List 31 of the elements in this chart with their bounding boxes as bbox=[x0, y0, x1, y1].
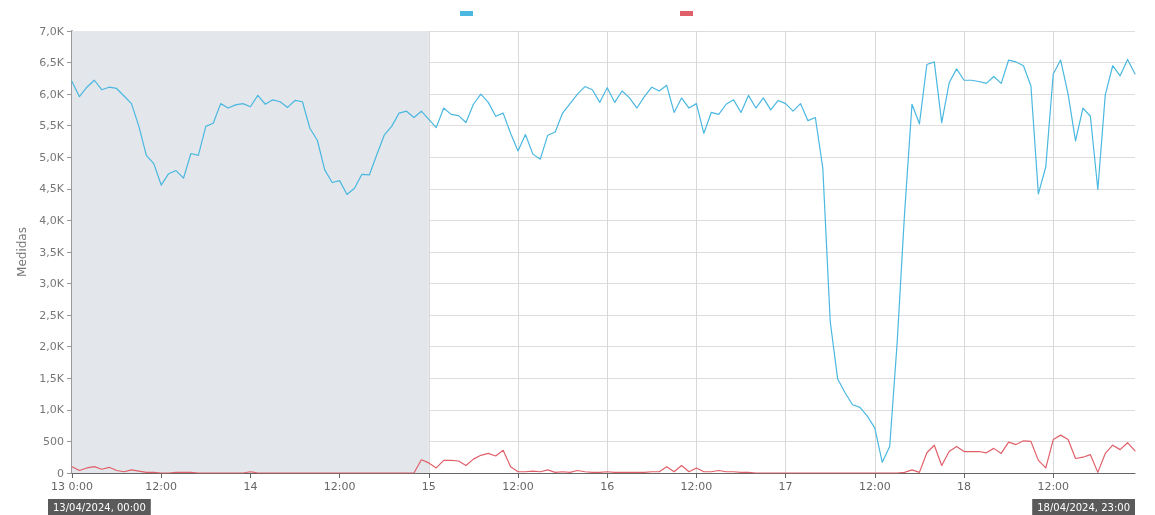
y-tick-label: 1,5K bbox=[39, 371, 65, 385]
y-tick-label: 6,0K bbox=[39, 87, 65, 101]
x-tick-label: 16 bbox=[600, 480, 615, 493]
y-axis-title: Medidas bbox=[15, 227, 29, 277]
y-tick-label: 2,0K bbox=[39, 340, 65, 354]
line-series bbox=[71, 58, 1136, 463]
y-tick-label: 1,0K bbox=[39, 403, 65, 417]
y-tick-label: 5,5K bbox=[39, 119, 65, 133]
y-tick-label: 3,5K bbox=[39, 245, 65, 259]
x-tick-label: 12:00 bbox=[502, 480, 534, 493]
x-tick-label: 15 bbox=[421, 480, 436, 493]
x-tick-label: 14 bbox=[243, 480, 258, 493]
text: 13/04/2024, 00:00 bbox=[53, 501, 146, 513]
x-tick-label: 13 0:00 bbox=[50, 480, 94, 493]
y-tick-label: 500 bbox=[43, 434, 64, 448]
x-tick-label: 12:00 bbox=[680, 480, 713, 493]
text: 18/04/2024, 23:00 bbox=[1037, 501, 1130, 513]
y-tick-label: 0 bbox=[57, 466, 64, 480]
y-tick-label: 5,0K bbox=[39, 150, 65, 164]
y-tick-label: 3,0K bbox=[39, 277, 65, 291]
x-tick-label: 18 bbox=[957, 480, 972, 493]
x-tick-label: 12:00 bbox=[858, 480, 891, 493]
y-tick-label: 6,5K bbox=[39, 56, 65, 70]
y-tick-label: 2,5K bbox=[39, 308, 65, 322]
y-tick-label: 7,0K bbox=[39, 24, 65, 38]
x-tick-label: 12:00 bbox=[145, 480, 178, 493]
y-tick-label: 4,5K bbox=[39, 182, 65, 196]
y-tick-label: 4,0K bbox=[39, 213, 65, 227]
x-tick-label: 12:00 bbox=[323, 480, 356, 493]
x-tick-label: 17 bbox=[778, 480, 793, 493]
x-tick-label: 12:00 bbox=[1037, 480, 1070, 493]
